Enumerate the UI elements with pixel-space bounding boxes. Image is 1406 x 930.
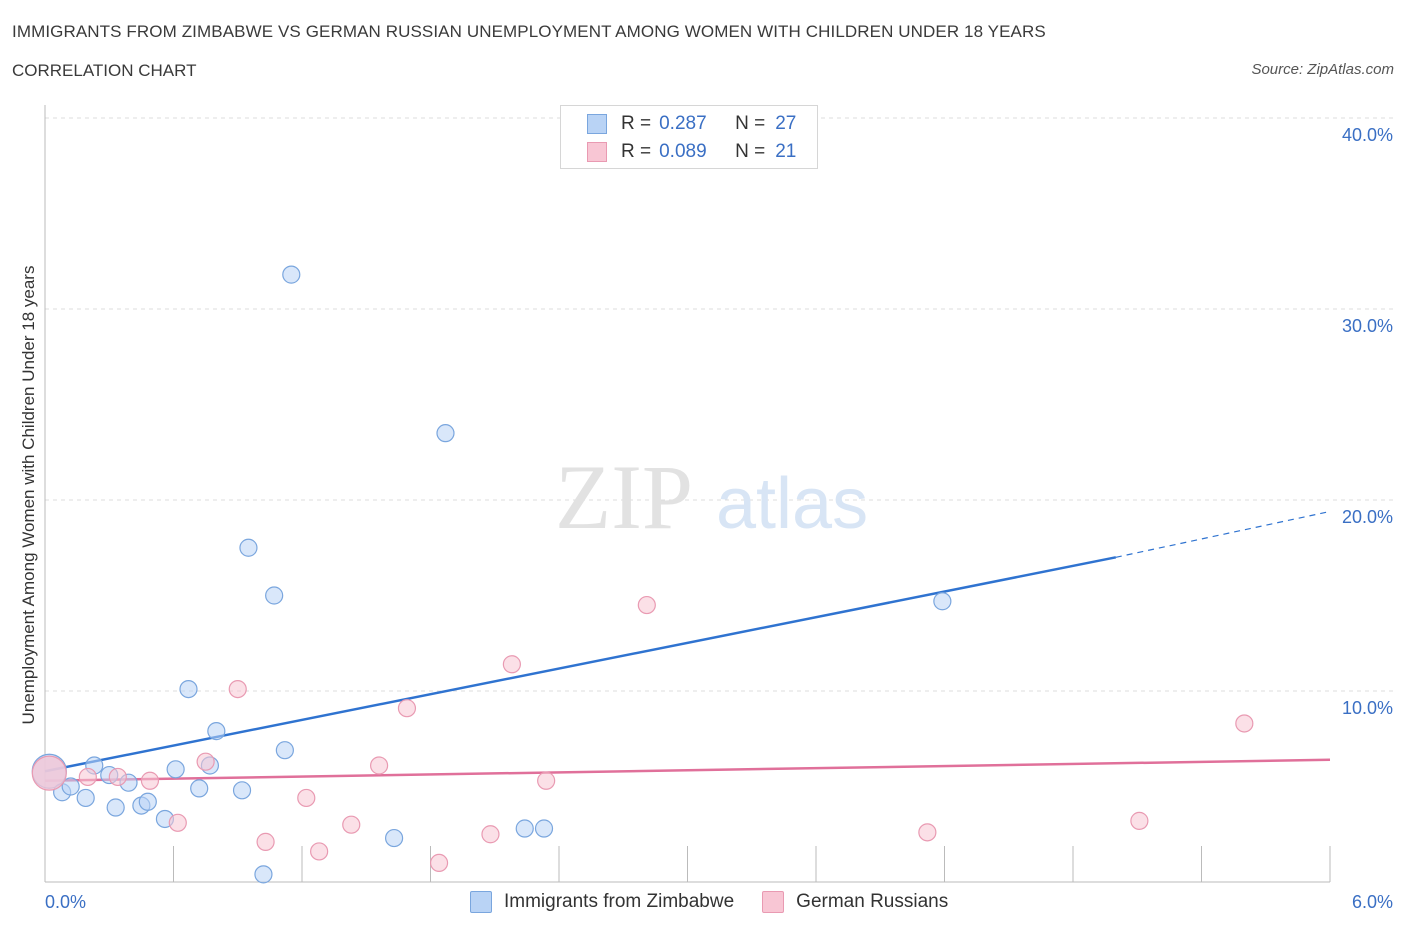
point-zimbabwe bbox=[933, 592, 952, 611]
watermark-zip: ZIP bbox=[555, 446, 693, 548]
legend-swatch-german-russians bbox=[762, 891, 785, 913]
stats-legend: R = 0.287 N = 27 R = 0.089 N = 21 bbox=[560, 105, 818, 169]
y-axis-label: Unemployment Among Women with Children U… bbox=[19, 266, 38, 725]
swatch-zimbabwe bbox=[587, 114, 607, 134]
point-german-russians bbox=[481, 825, 500, 844]
tick-labels: 10.0% 20.0% 30.0% 40.0% 0.0% 6.0% bbox=[45, 125, 1393, 912]
point-zimbabwe bbox=[61, 777, 80, 796]
point-zimbabwe bbox=[515, 819, 534, 838]
chart-title: IMMIGRANTS FROM ZIMBABWE VS GERMAN RUSSI… bbox=[12, 22, 1046, 41]
point-german-russians bbox=[637, 595, 656, 615]
x-tick-label-max: 6.0% bbox=[1352, 892, 1393, 912]
series-legend: Immigrants from Zimbabwe German Russians bbox=[470, 888, 976, 916]
point-german-russians bbox=[429, 853, 449, 873]
y-tick-label: 20.0% bbox=[1342, 507, 1393, 527]
legend-label-zimbabwe: Immigrants from Zimbabwe bbox=[504, 891, 735, 912]
point-german-russians bbox=[310, 842, 329, 861]
swatch-german-russians bbox=[587, 142, 607, 162]
point-german-russians bbox=[256, 832, 275, 851]
r-value: 0.089 bbox=[659, 141, 707, 162]
y-axis-label-group: Unemployment Among Women with Children U… bbox=[19, 266, 38, 725]
point-german-russians bbox=[918, 823, 937, 842]
trend-line-german-russians bbox=[44, 758, 1331, 783]
source-credit: Source: ZipAtlas.com bbox=[1251, 61, 1394, 78]
point-german-russians bbox=[397, 699, 417, 718]
point-german-russians bbox=[1235, 714, 1254, 733]
point-german-russians bbox=[228, 679, 247, 699]
point-zimbabwe bbox=[190, 779, 209, 798]
point-zimbabwe bbox=[179, 679, 198, 699]
n-label: N = bbox=[735, 141, 766, 162]
point-zimbabwe bbox=[138, 792, 157, 811]
legend-item-zimbabwe[interactable]: Immigrants from Zimbabwe bbox=[470, 891, 734, 913]
r-value: 0.287 bbox=[659, 113, 707, 134]
r-label: R = bbox=[621, 113, 652, 134]
point-german-russians bbox=[108, 767, 127, 787]
trend-line-zimbabwe-extrapolated bbox=[1115, 510, 1331, 558]
point-zimbabwe bbox=[207, 722, 226, 741]
point-german-russians bbox=[31, 755, 67, 791]
point-zimbabwe bbox=[239, 538, 258, 557]
point-german-russians bbox=[78, 767, 97, 787]
stats-row-german-russians: R = 0.089 N = 21 bbox=[561, 138, 796, 166]
point-zimbabwe bbox=[254, 865, 273, 884]
point-german-russians bbox=[370, 756, 389, 775]
point-german-russians bbox=[196, 752, 215, 771]
y-tick-label: 40.0% bbox=[1342, 125, 1393, 145]
point-german-russians bbox=[1130, 811, 1149, 830]
trend-lines bbox=[44, 510, 1331, 783]
point-zimbabwe bbox=[166, 760, 185, 779]
point-german-russians bbox=[140, 771, 160, 790]
y-tick-label: 10.0% bbox=[1342, 698, 1393, 718]
point-zimbabwe bbox=[534, 819, 554, 838]
x-tick-label-min: 0.0% bbox=[45, 892, 86, 912]
point-zimbabwe bbox=[275, 741, 294, 760]
watermark-atlas: atlas bbox=[716, 464, 868, 544]
point-zimbabwe bbox=[436, 424, 455, 443]
point-zimbabwe bbox=[384, 828, 404, 848]
n-label: N = bbox=[735, 113, 766, 134]
point-zimbabwe bbox=[76, 788, 95, 808]
data-points bbox=[31, 265, 1254, 884]
legend-label-german-russians: German Russians bbox=[796, 891, 949, 912]
point-german-russians bbox=[502, 655, 521, 674]
legend-swatch-zimbabwe bbox=[470, 891, 492, 913]
point-zimbabwe bbox=[282, 265, 301, 284]
n-value: 21 bbox=[775, 141, 797, 162]
stats-row-zimbabwe: R = 0.287 N = 27 bbox=[561, 110, 796, 138]
point-german-russians bbox=[297, 788, 316, 808]
grid-lines bbox=[45, 117, 1395, 692]
point-german-russians bbox=[537, 771, 556, 790]
r-label: R = bbox=[621, 141, 652, 162]
point-german-russians bbox=[168, 813, 187, 832]
chart-subtitle: CORRELATION CHART bbox=[12, 61, 197, 80]
n-value: 27 bbox=[775, 113, 797, 134]
point-zimbabwe bbox=[106, 798, 125, 817]
legend-item-german-russians[interactable]: German Russians bbox=[762, 891, 948, 913]
point-german-russians bbox=[342, 815, 361, 834]
point-zimbabwe bbox=[232, 781, 252, 800]
y-tick-label: 30.0% bbox=[1342, 316, 1393, 336]
trend-line-zimbabwe bbox=[44, 556, 1117, 773]
point-zimbabwe bbox=[265, 586, 284, 605]
